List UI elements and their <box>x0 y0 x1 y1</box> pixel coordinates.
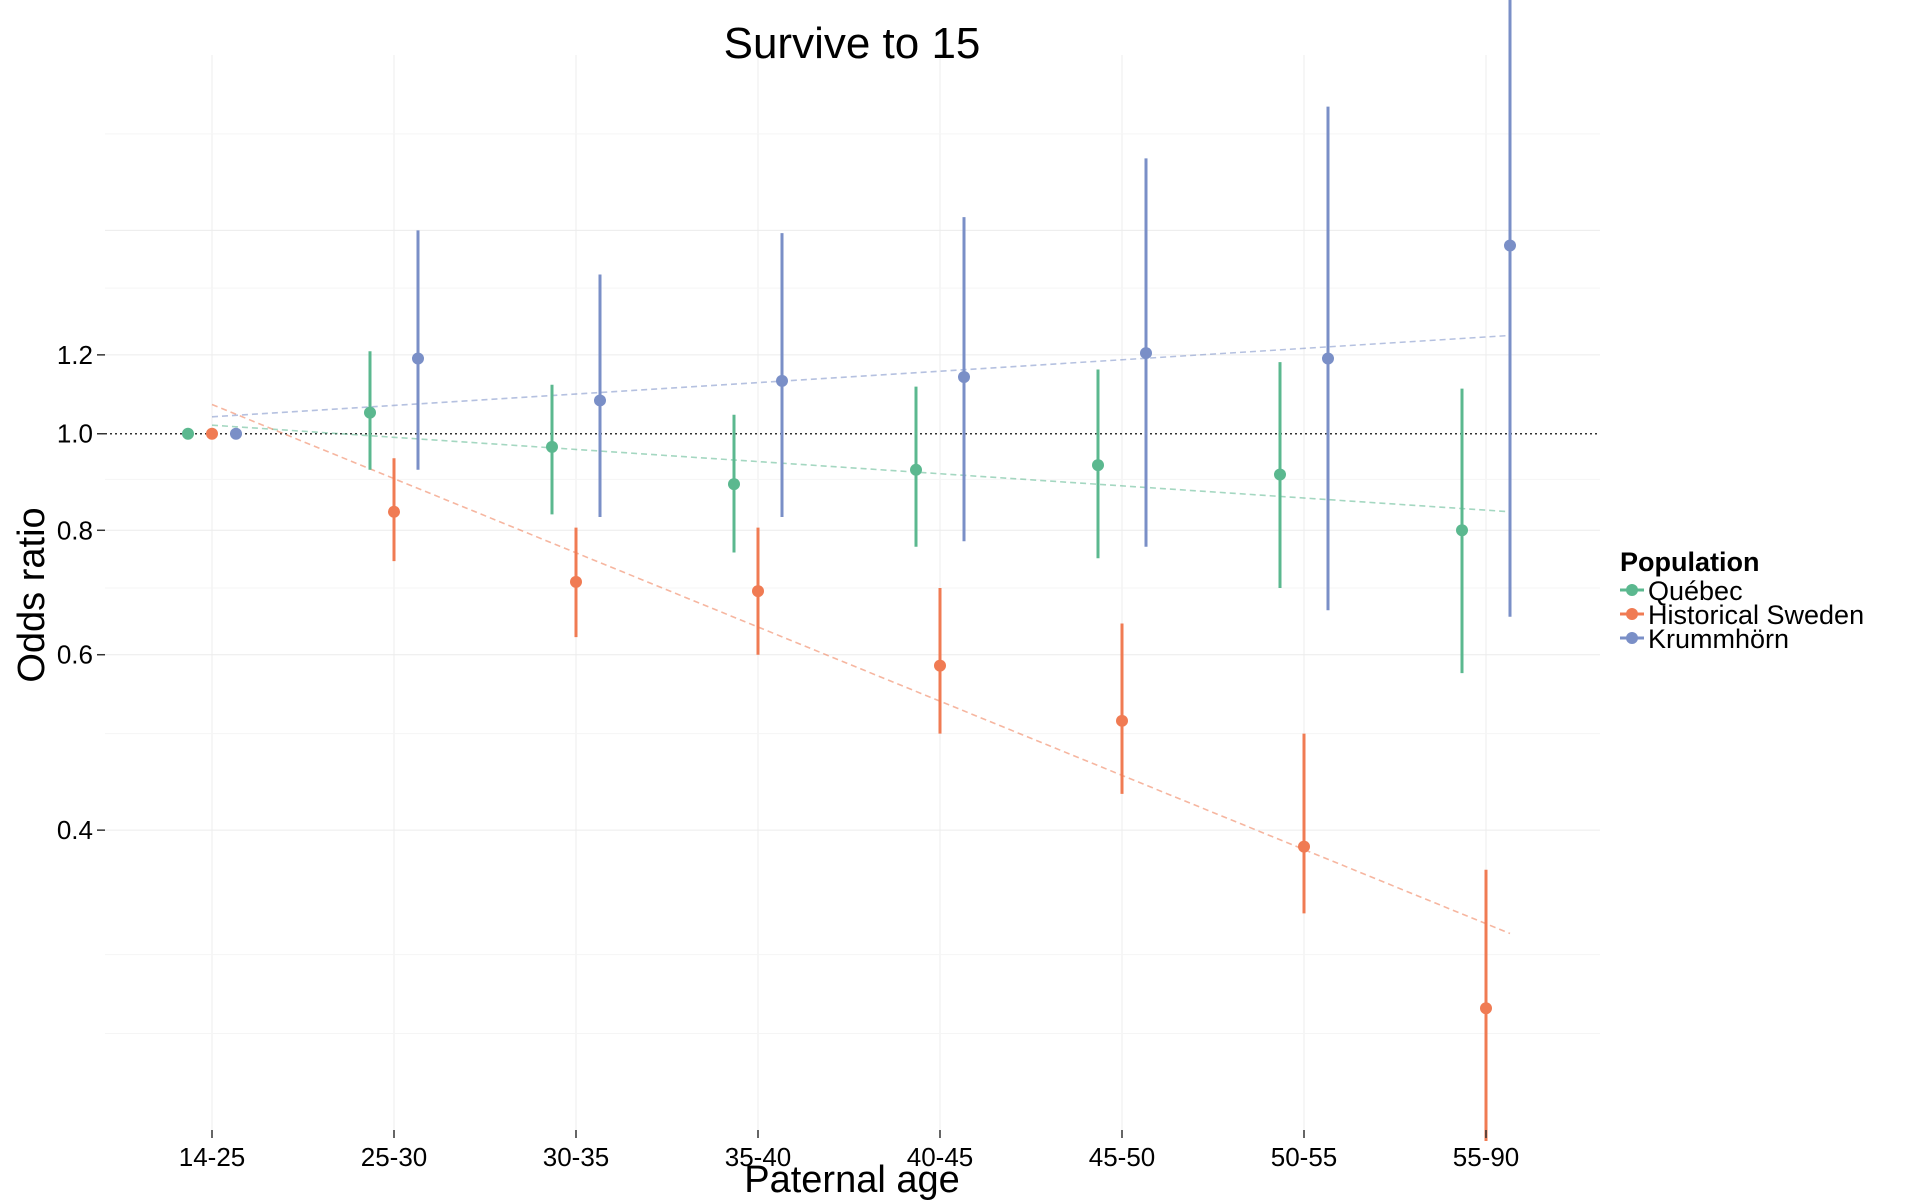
y-tick-label: 0.8 <box>57 515 93 545</box>
trend-line <box>211 403 1511 935</box>
legend-label: Québec <box>1648 576 1743 606</box>
y-tick-label: 1.0 <box>57 419 93 449</box>
y-axis-title: Odds ratio <box>11 507 53 682</box>
series-group <box>206 427 1492 1141</box>
trend-line <box>211 334 1511 418</box>
data-point <box>776 374 788 387</box>
x-tick-label: 40-45 <box>907 1142 974 1172</box>
x-axis-title: Paternal age <box>744 1159 960 1200</box>
data-point <box>570 575 582 588</box>
y-tick-label: 0.6 <box>57 640 93 670</box>
x-tick-label: 35-40 <box>725 1142 792 1172</box>
y-tick-label: 0.4 <box>57 815 93 845</box>
data-point <box>1504 239 1516 252</box>
x-tick-label: 45-50 <box>1089 1142 1156 1172</box>
data-point <box>1140 347 1152 360</box>
grid-lines <box>105 55 1600 1130</box>
data-point <box>1480 1002 1492 1015</box>
data-point <box>958 371 970 384</box>
chart-title: Survive to 15 <box>724 19 981 68</box>
y-tick-label: 1.2 <box>57 340 93 370</box>
data-point <box>182 427 194 440</box>
data-point <box>1298 840 1310 853</box>
legend-label: Historical Sweden <box>1648 600 1864 630</box>
data-point <box>546 440 558 453</box>
data-point <box>364 406 376 419</box>
data-point <box>412 352 424 365</box>
data-point <box>728 478 740 491</box>
data-point <box>594 394 606 407</box>
legend-swatch-point <box>1626 608 1638 620</box>
legend-swatch-point <box>1626 632 1638 644</box>
y-axis-ticks: 0.4 0.6 0.8 1.0 1.2 <box>57 340 105 845</box>
x-tick-label: 14-25 <box>179 1142 246 1172</box>
x-tick-label: 55-90 <box>1453 1142 1520 1172</box>
legend-label: Krummhörn <box>1648 624 1789 654</box>
trend-line <box>211 424 1511 513</box>
data-point <box>1092 459 1104 472</box>
series-group <box>182 351 1468 674</box>
x-axis-ticks: 14-25 25-30 30-35 35-40 40-45 45-50 50-55 55-90 <box>179 1130 1520 1172</box>
data-series <box>182 0 1516 1141</box>
data-point <box>388 505 400 518</box>
legend-swatch-point <box>1626 584 1638 596</box>
series-group <box>230 0 1516 617</box>
data-point <box>1322 352 1334 365</box>
data-point <box>752 585 764 598</box>
data-point <box>206 427 218 440</box>
data-point <box>934 659 946 672</box>
legend-title: Population <box>1620 547 1759 577</box>
data-point <box>1456 524 1468 537</box>
data-point <box>230 427 242 440</box>
x-tick-label: 25-30 <box>361 1142 428 1172</box>
x-tick-label: 30-35 <box>543 1142 610 1172</box>
data-point <box>1274 468 1286 481</box>
x-tick-label: 50-55 <box>1271 1142 1338 1172</box>
trend-lines <box>211 334 1511 935</box>
data-point <box>910 463 922 476</box>
data-point <box>1116 714 1128 727</box>
